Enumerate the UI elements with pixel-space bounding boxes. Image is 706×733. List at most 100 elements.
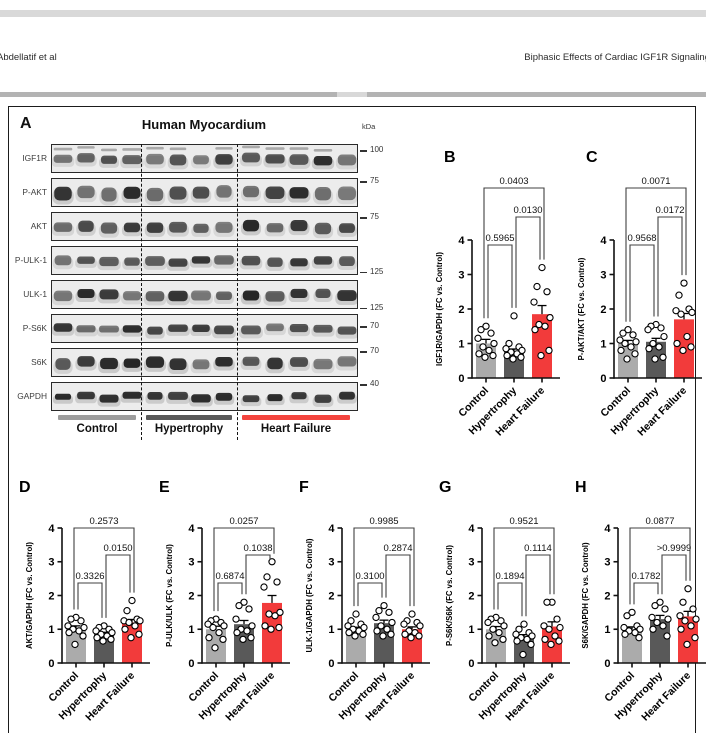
data-point [388,618,396,627]
significance-bracket [217,582,243,612]
lane-band [169,154,187,166]
pvalue-label: 0.0257 [229,516,258,527]
group-label: Hypertrophy [154,423,224,435]
lane-band [339,256,355,267]
data-point [359,630,367,638]
blot-target-label: S6K [31,357,47,367]
lane-band [339,391,355,400]
lane-band [290,258,308,267]
kda-tick-line [360,150,367,152]
y-tick-label: 1 [48,624,54,636]
section-divider [0,92,706,97]
lane-band [55,358,71,370]
lane-band [241,255,261,266]
data-point [541,322,549,330]
blot-bands [52,219,357,239]
panel-letter: C [586,149,598,166]
y-axis-title: IGF1R/GAPDH (FC vs. Control) [435,252,444,366]
data-point [619,329,627,337]
data-point [92,627,100,635]
data-point [528,632,536,640]
significance-bracket [77,582,103,618]
lane-band [145,356,165,368]
lane-band [242,219,260,232]
data-point [485,346,493,355]
data-point [513,637,521,645]
data-point [239,635,247,644]
lane-band [337,356,357,367]
lane-band [168,324,188,332]
data-point [219,635,227,644]
data-point [651,601,659,610]
y-tick-label: 2 [468,590,474,602]
data-point [276,608,284,617]
significance-bracket [633,582,659,605]
lane-band [192,186,210,199]
data-point [616,336,624,344]
y-axis-title: S6K/GAPDH (FC vs. Control) [581,542,590,649]
lane-band [215,356,233,367]
data-point [523,635,531,644]
kda-tick-line [360,307,367,310]
y-tick-label: 0 [48,658,54,670]
lane-band [101,187,117,202]
lane-band [266,223,284,233]
y-axis-title: P-ULK/ULK (FC vs. Control) [165,544,174,647]
data-point [135,630,143,638]
lane-band-faint [215,147,233,150]
data-point [512,630,520,638]
data-point [517,353,525,361]
kda-value: 100 [370,145,384,155]
data-point [380,601,388,610]
y-tick-label: 3 [48,557,54,569]
lane-band [267,257,283,267]
lane-band [338,186,356,201]
lane-band [215,221,233,233]
lane-band [99,325,119,333]
kda-tick-line [360,181,367,183]
group-label: Heart Failure [260,423,332,435]
data-point [495,628,503,637]
kda-value: 125 [370,266,384,276]
data-point [387,630,395,638]
lane-band [242,152,260,163]
pvalue-label: 0.3326 [75,571,104,582]
significance-bracket [357,582,383,607]
data-point [623,355,631,363]
data-point [107,635,115,644]
blot-bands [52,391,357,407]
y-tick-label: 4 [458,235,465,247]
panel-letter: E [159,479,170,496]
lane-band [193,155,209,165]
group-label: Control [76,423,118,435]
data-point [631,350,639,358]
data-point [79,632,87,640]
lane-band [290,357,308,367]
data-point [415,632,423,640]
lane-band [123,291,141,301]
panel-a-western-blots: A Human Myocardium kDa IGF1R 100 P-AKT 75 AK… [10,115,410,450]
blot-image [51,144,358,173]
data-point [621,630,629,638]
data-point [683,332,691,341]
data-point [503,351,511,360]
panel-letter-a: A [20,115,32,132]
lane-band [314,186,332,201]
lane-band [216,291,232,300]
kda-value: 75 [370,212,379,222]
data-point [537,351,545,360]
pvalue-label: 0.2874 [383,543,412,554]
lane-band [192,324,210,333]
data-point [676,612,684,620]
y-tick-label: 2 [188,590,194,602]
data-point [247,634,255,642]
y-tick-label: 0 [188,658,194,670]
lane-band [291,392,307,400]
data-point [677,625,685,633]
lane-band [193,223,209,233]
pvalue-label: 0.3100 [355,571,384,582]
lane-band [337,326,357,335]
lane-band [77,256,95,264]
significance-bracket [661,554,687,595]
